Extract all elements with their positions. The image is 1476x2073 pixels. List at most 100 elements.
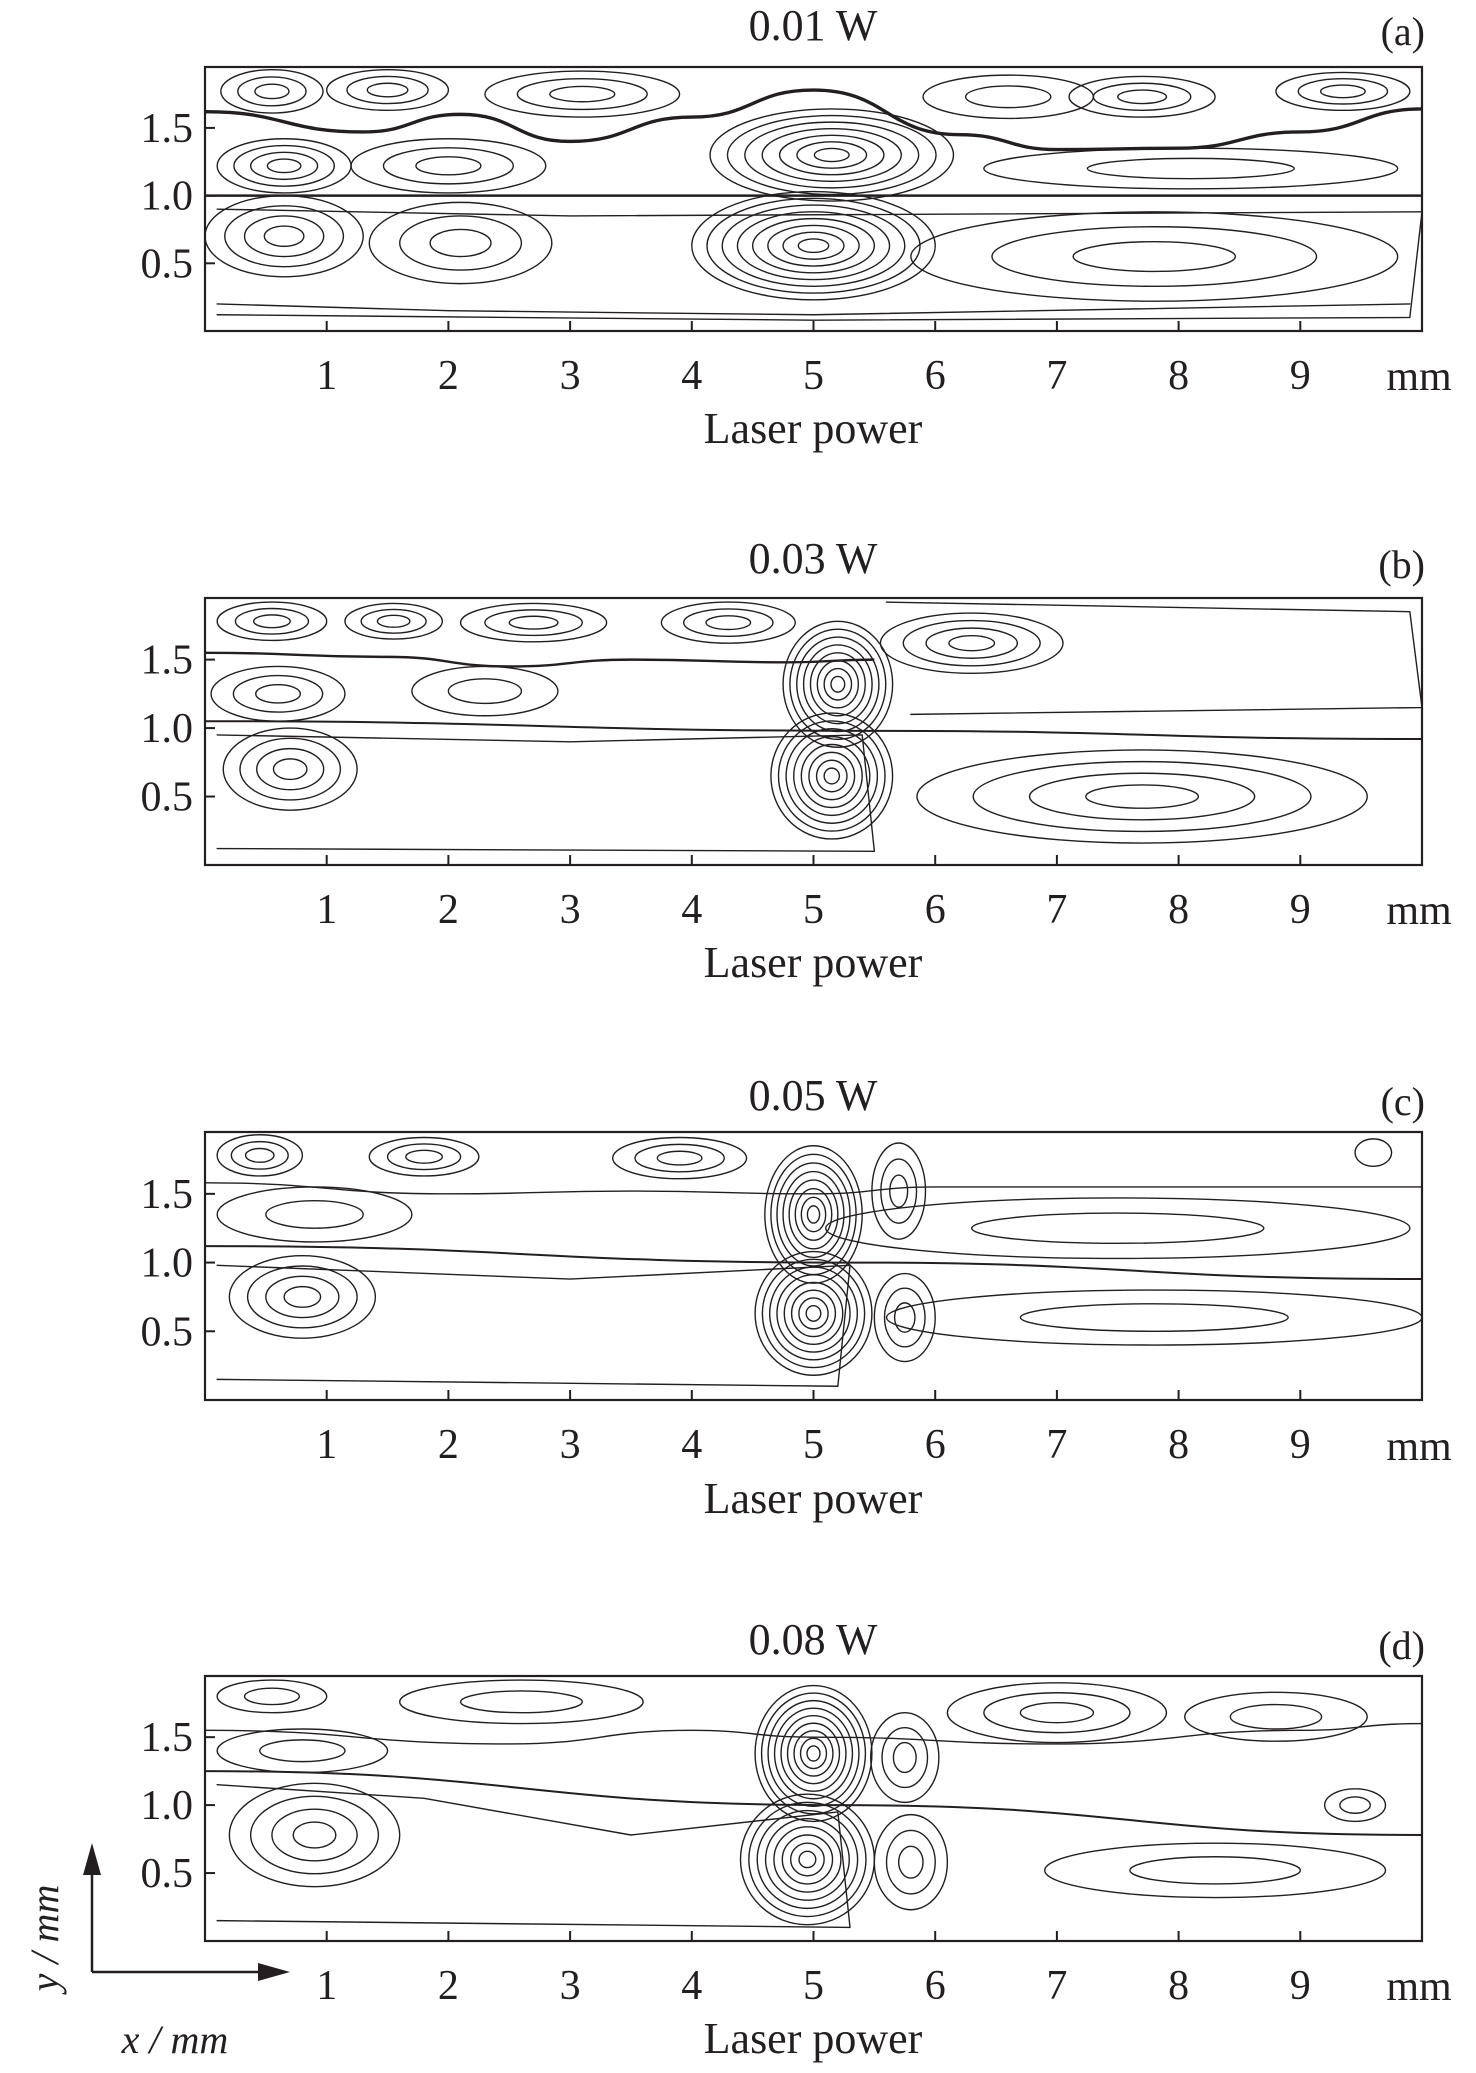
vortex-streamline (255, 684, 302, 704)
vortex-streamline (230, 1140, 289, 1170)
vortex-streamline (484, 609, 583, 637)
vortex-streamline (366, 82, 409, 98)
vortex-streamline (971, 1212, 1265, 1245)
vortex-streamline (781, 1834, 834, 1885)
y-indicator-label: y / mm (22, 1885, 67, 1996)
vortex-streamline (252, 614, 291, 629)
vortex-streamline (263, 225, 305, 248)
interface-streamline (205, 651, 875, 668)
vortex-streamline (782, 1170, 845, 1259)
vortex-streamline (222, 727, 358, 811)
x-indicator-label: x / mm (121, 2017, 229, 2062)
x-tick-label: 7 (1046, 1422, 1067, 1468)
axis-indicator: y / mm x / mm (22, 1843, 290, 2062)
y-tick-label: 1.0 (141, 174, 194, 220)
vortex-streamline (243, 215, 325, 258)
interface-streamline (205, 1182, 1422, 1195)
y-tick-label: 0.5 (141, 1851, 194, 1897)
vortex-streamline (216, 601, 328, 642)
x-tick-label: 2 (438, 887, 459, 933)
vortex-streamline (1183, 1691, 1368, 1742)
x-tick-label: 6 (925, 1422, 946, 1468)
vortex-streamline (249, 151, 319, 181)
vortex-streamline (634, 1143, 725, 1173)
streamline (216, 208, 1422, 321)
vortex-streamline (376, 614, 411, 628)
vortex-streamline (256, 747, 325, 791)
panel-title: 0.05 W (749, 1071, 878, 1120)
vortex-streamline (889, 1174, 909, 1208)
vortex-streamline (246, 1265, 358, 1329)
vortex-streamline (892, 1741, 917, 1774)
vortex-streamline (234, 607, 310, 635)
vortex-streamline (789, 628, 887, 741)
vortex-streamline (983, 1692, 1131, 1734)
x-tick-label: 2 (438, 1963, 459, 2009)
vortex-streamline (800, 743, 863, 809)
x-tick-label: 1 (316, 1422, 337, 1468)
x-tick-label: 2 (438, 353, 459, 399)
x-tick-label: 7 (1046, 1963, 1067, 2009)
x-tick-label: 9 (1290, 353, 1311, 399)
y-tick-label: 1.0 (141, 706, 194, 752)
x-tick-label: 7 (1046, 887, 1067, 933)
streamline (885, 601, 1422, 716)
vortex-streamline (770, 712, 894, 840)
vortex-streamline (368, 1136, 480, 1177)
vortex-streamline (764, 1817, 850, 1901)
streamline (216, 1264, 851, 1387)
vortex-streamline (793, 1730, 834, 1777)
vortex-streamline (1229, 1703, 1323, 1730)
vortex-streamline (709, 108, 955, 202)
panel-title: 0.08 W (749, 1615, 878, 1664)
y-tick-label: 0.5 (141, 775, 194, 821)
vortex-streamline (736, 211, 891, 281)
vortex-streamline (809, 652, 866, 717)
vortex-streamline (806, 1745, 821, 1762)
vortex-streamline (761, 127, 902, 183)
x-tick-label: 4 (681, 887, 702, 933)
vortex-streamline (1068, 75, 1216, 118)
vortex-streamline (761, 1258, 866, 1369)
streamlines (205, 1134, 1422, 1387)
panel-a: 0.01 W (a) 1 2 3 4 5 6 7 8 9 0.5 1.0 1.5 mm Laser p… (141, 1, 1452, 453)
vortex-streamline (925, 627, 1019, 659)
x-tick-label: 5 (803, 353, 824, 399)
vortex-streamline (549, 85, 616, 103)
y-tick-label: 1.5 (141, 106, 194, 152)
vortex-streamline (1085, 784, 1200, 809)
vortex-streamline (265, 1275, 340, 1319)
streamline-plot: 1 2 3 4 5 6 7 8 9 0.5 1.0 1.5 (141, 596, 1424, 933)
vortex-streamline (1129, 1856, 1301, 1885)
y-tick-label: 1.0 (141, 1241, 194, 1287)
x-axis-label: Laser power (704, 404, 923, 453)
vortex-streamline (1319, 84, 1366, 99)
interface-streamline (205, 1245, 1422, 1281)
x-tick-label: 3 (560, 887, 581, 933)
vortex-streamline (830, 675, 846, 693)
vortex-streamline (265, 1200, 364, 1229)
y-tick-label: 1.5 (141, 638, 194, 684)
vortex-streamline (798, 1297, 829, 1330)
vortex-streamline (1354, 1138, 1393, 1168)
vortex-streamline (259, 1739, 346, 1763)
panel-label: (a) (1381, 9, 1425, 54)
streamlines (205, 601, 1422, 853)
vortex-streamline (405, 1149, 444, 1164)
vortex-streamline (871, 1142, 927, 1240)
x-tick-label: 5 (803, 1422, 824, 1468)
interface-streamline (205, 88, 1422, 152)
vortex-streamline (429, 228, 492, 258)
vortex-streamline (660, 601, 796, 644)
vortex-streamline (799, 1737, 828, 1770)
vortex-streamline (516, 78, 648, 111)
vortex-streamline (271, 1808, 358, 1862)
x-tick-label: 3 (560, 1422, 581, 1468)
vortex-streamline (706, 197, 921, 294)
vortex-streamline (824, 1197, 1411, 1260)
vortex-streamline (767, 224, 860, 267)
vortex-streamline (243, 1687, 301, 1706)
vortex-streamline (691, 190, 936, 301)
x-tick-label: 9 (1290, 1422, 1311, 1468)
